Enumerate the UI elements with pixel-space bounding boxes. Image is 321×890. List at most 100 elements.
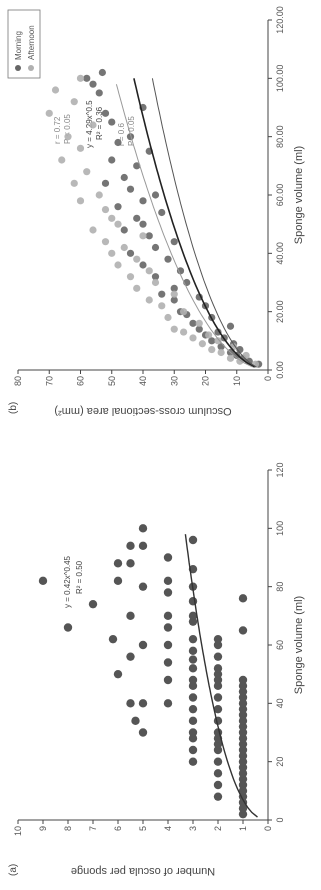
panel-a-x-axis-label: Sponge volume (ml) — [293, 596, 305, 694]
panel-b-afternoon-point — [145, 296, 153, 304]
panel-b-morning-point — [151, 191, 160, 199]
panel-b-afternoon-point — [139, 232, 147, 240]
panel-b-afternoon-point — [120, 243, 128, 252]
panel-a-y-tick-label: 8 — [63, 826, 73, 831]
panel-b-morning-point — [108, 156, 116, 164]
panel-a-y-tick-label: 2 — [213, 826, 223, 831]
panel-a-y-tick-label: 10 — [13, 826, 23, 836]
panel-b-afternoon-point — [158, 302, 166, 310]
panel-b-morning-point — [158, 208, 166, 217]
panel-b-upper-p: P < 0.05 — [63, 114, 72, 144]
panel-a-data-point — [188, 693, 198, 702]
panel-a-data-point — [188, 655, 198, 664]
panel-b-afternoon-point — [45, 109, 53, 117]
panel-b-afternoon-point — [180, 328, 188, 336]
panel-b-afternoon-point — [108, 249, 116, 257]
panel-b-fit-line-morning — [151, 78, 257, 368]
panel-b-morning-point — [139, 220, 147, 228]
panel-a-data-point — [163, 623, 173, 632]
panel-a-y-axis-label: Number of oscula per sponge — [71, 865, 215, 877]
panel-b-x-tick-label: 60.00 — [275, 184, 285, 207]
panel-a-y-tick-label: 3 — [188, 826, 198, 831]
panel-a-data-point — [238, 804, 248, 813]
panel-b-lower-r: r = 0.6 — [117, 123, 126, 146]
panel-a-data-point — [113, 559, 123, 568]
panel-a-data-point — [213, 664, 223, 673]
panel-b-morning-point — [189, 319, 197, 327]
panel-b-morning-point — [176, 267, 185, 275]
panel-b-afternoon-point — [83, 168, 91, 176]
panel-a-data-point — [238, 704, 248, 714]
panel-b-morning-point — [214, 328, 222, 336]
panel-b-y-tick-label: 10 — [232, 376, 242, 386]
panel-b-x-tick-label: 20.00 — [275, 300, 285, 323]
panel-a-data-point — [163, 675, 173, 685]
panel-a-data-point — [138, 640, 148, 650]
panel-a-fit-equation: y = 0.42x^0.45 — [63, 555, 72, 608]
panel-a-data-point — [138, 699, 148, 708]
panel-a-data-point — [238, 763, 248, 772]
panel-b-morning-point — [114, 203, 122, 211]
panel-a-data-point — [238, 809, 248, 819]
panel-b-afternoon-point — [126, 273, 135, 281]
panel-b-y-tick-label: 60 — [76, 376, 86, 386]
panel-a-x-tick-label: 0 — [275, 817, 285, 822]
panel-b-afternoon-point — [195, 319, 203, 327]
panel-b-afternoon-point — [164, 313, 172, 322]
panel-b-morning-point — [101, 109, 110, 117]
panel-a-data-point — [238, 722, 248, 731]
panel-b-afternoon-point — [189, 334, 197, 342]
panel-a-marks: 0 20 40 60 80 100 120 0 1 2 3 4 5 6 7 8 9 10 — [13, 462, 285, 836]
panel-a-data-point — [126, 652, 135, 661]
panel-a-data-point — [213, 652, 223, 661]
panel-a-data-point — [188, 728, 198, 737]
panel-a-data-point — [213, 693, 223, 702]
panel-a-data-point — [213, 745, 223, 755]
panel-b: (b) Osculum cross-sectional area (mm²) S… — [7, 6, 305, 417]
panel-a-label: (a) — [8, 864, 19, 876]
panel-a-fit-line — [184, 534, 258, 818]
panel-a-x-tick-label: 80 — [275, 582, 285, 592]
panel-b-morning-point — [120, 226, 128, 234]
panel-b-afternoon-point — [58, 156, 66, 164]
panel-b-morning-point — [170, 238, 178, 246]
panel-a-data-point — [126, 611, 135, 621]
panel-a-data-point — [213, 675, 223, 685]
legend-box — [7, 9, 41, 79]
panel-a: (a) Number of oscula per sponge Sponge v… — [8, 462, 305, 877]
panel-b-afternoon-point — [214, 337, 222, 345]
panel-b-afternoon-point — [114, 261, 122, 269]
panel-b-fit-r2: R² = 0.36 — [95, 106, 104, 140]
panel-b-afternoon-point — [76, 197, 85, 205]
panel-a-data-point — [238, 728, 248, 737]
panel-a-data-point — [188, 704, 198, 714]
panel-b-afternoon-point — [70, 179, 78, 187]
panel-a-data-point — [238, 681, 248, 691]
panel-a-data-point — [188, 745, 198, 755]
panel-a-data-point — [138, 541, 148, 551]
panel-b-x-tick-label: 100.00 — [275, 65, 285, 93]
panel-a-data-point — [238, 675, 248, 685]
panel-a-data-point — [188, 716, 198, 726]
panel-a-x-tick-label: 40 — [275, 698, 285, 708]
panel-a-data-point — [188, 681, 198, 691]
panel-b-morning-point — [158, 290, 166, 298]
panel-b-afternoon-point — [226, 354, 235, 362]
panel-b-afternoon-point — [76, 74, 85, 82]
panel-b-afternoon-point — [170, 290, 178, 298]
panel-a-y-tick-label: 6 — [113, 826, 123, 831]
panel-b-afternoon-point — [242, 351, 250, 360]
panel-a-x-tick-label: 120 — [275, 462, 285, 477]
panel-b-fit-line-combined — [133, 78, 255, 368]
panel-b-afternoon-point — [70, 98, 78, 106]
panel-a-data-point — [213, 669, 223, 679]
panel-a-fit-r2: R² = 0.50 — [75, 560, 84, 594]
panel-b-afternoon-point — [95, 191, 103, 199]
panel-a-x-tick-label: 100 — [275, 521, 285, 536]
panel-a-data-point — [188, 675, 198, 685]
panel-b-x-tick-label: 120.00 — [275, 6, 285, 34]
panel-a-y-tick-label: 1 — [238, 826, 248, 831]
panel-b-y-axis-label: Osculum cross-sectional area (mm²) — [54, 405, 231, 417]
panel-b-afternoon-point — [51, 86, 60, 94]
panel-b-afternoon-point — [114, 220, 122, 228]
